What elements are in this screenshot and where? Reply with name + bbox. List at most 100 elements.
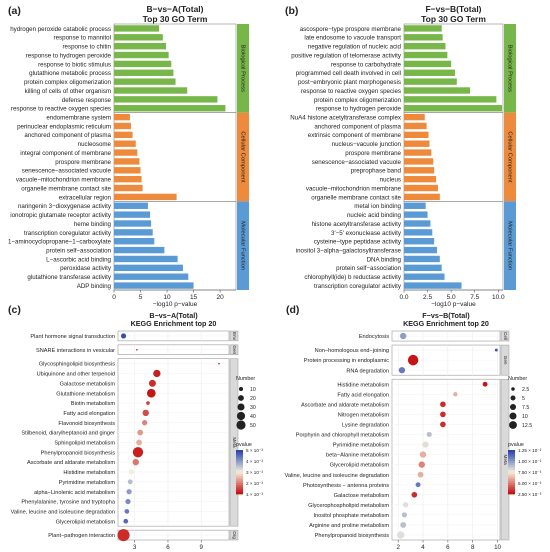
facet-label: Gen	[503, 356, 508, 365]
category-label: response to chitin	[63, 44, 112, 51]
bar	[114, 246, 165, 254]
bar	[114, 175, 142, 183]
bar	[404, 193, 440, 201]
category-label: Phenylalanine, tyrosine and tryptopha	[21, 500, 115, 506]
data-point	[400, 521, 407, 528]
facet-strip	[237, 112, 249, 202]
size-legend-label: 5	[522, 396, 525, 402]
data-point	[439, 401, 446, 408]
bar	[404, 220, 431, 227]
category-label: chlorophyll(ide) b reductase activity	[304, 274, 402, 281]
bar	[114, 34, 163, 41]
data-point	[128, 469, 134, 475]
data-point	[148, 379, 156, 387]
size-legend-dot	[237, 403, 245, 411]
size-legend-label: 7.5	[522, 405, 529, 411]
facet-label: Org	[232, 531, 237, 539]
color-scale-segment	[236, 458, 243, 462]
color-scale-segment	[508, 487, 515, 490]
bar	[404, 202, 426, 209]
color-legend-label: 3 × 10⁻³	[246, 470, 263, 475]
bar	[114, 167, 141, 174]
bar	[404, 131, 429, 139]
category-label: senescence−associated vacuole	[312, 159, 402, 166]
size-legend-title: Number	[236, 376, 255, 382]
bar	[114, 273, 189, 280]
color-scale-segment	[508, 467, 515, 471]
category-label: peroxidase activity	[60, 265, 112, 272]
color-scale-segment	[236, 480, 243, 484]
category-label: Glycosphingolipid biosynthesis	[39, 362, 115, 368]
category-label: ionotropic glutamate receptor activity	[10, 212, 112, 219]
size-legend-label: 40	[250, 414, 256, 420]
category-label: protein complex oligomerization	[24, 79, 112, 86]
bar	[114, 264, 183, 272]
color-legend-label: 1.00 × 10⁻²	[518, 459, 542, 464]
x-tick-label: 8	[471, 544, 475, 551]
size-legend-dot	[238, 395, 244, 401]
category-label: alpha−Linolenic acid metabolism	[34, 490, 115, 496]
size-legend-dot	[238, 386, 244, 392]
facet-label: Cell	[503, 332, 508, 340]
category-label: response to biotic stimulus	[38, 61, 111, 68]
facet-panel	[391, 378, 501, 541]
category-label: defense response	[62, 97, 112, 104]
category-label: extrinsic component of membrane	[308, 132, 402, 139]
data-point	[136, 439, 143, 446]
color-scale-segment	[236, 485, 243, 488]
bar	[404, 273, 445, 280]
data-point	[417, 471, 424, 478]
size-legend-dot	[236, 411, 246, 421]
facet-strip	[229, 529, 239, 541]
category-label: Galactose metabolism	[60, 381, 116, 387]
category-label: RNA degradation	[346, 368, 389, 374]
bar	[404, 238, 435, 245]
facet-label: Molecular Function	[239, 221, 245, 270]
data-point	[401, 512, 407, 518]
category-label: post−embryonic plant morphogenesis	[298, 79, 401, 86]
color-scale-segment	[508, 452, 515, 455]
x-tick-label: 3	[133, 544, 137, 551]
data-point	[146, 401, 150, 405]
bar	[114, 202, 148, 209]
category-label: Galactose metabolism	[334, 493, 390, 499]
category-label: nucleus−vacuole junction	[332, 141, 402, 148]
bar	[404, 25, 442, 32]
facet-label: Molecular Function	[506, 221, 512, 270]
facet-strip	[504, 24, 516, 113]
category-label: anchored component of plasma	[314, 123, 401, 130]
category-label: Glycerophospholipid metabolism	[308, 503, 389, 509]
color-scale-segment	[508, 458, 515, 462]
size-legend-dot	[511, 387, 515, 391]
color-scale-segment	[508, 465, 515, 468]
x-axis-label: −log10 p−value	[153, 301, 198, 308]
facet-strip	[229, 358, 239, 527]
category-label: Phenylpropanoid biosynthesis	[41, 450, 116, 456]
color-scale-segment	[508, 485, 515, 488]
bar	[114, 229, 153, 236]
category-label: vacuole−mitochondrion membrane	[306, 185, 402, 192]
category-label: response to hydrogen peroxide	[316, 106, 402, 113]
category-label: Pyrimidine metabolism	[333, 443, 390, 449]
data-point	[125, 498, 131, 505]
size-legend-dot	[509, 421, 517, 429]
size-legend-label: 20	[250, 396, 256, 402]
category-label: Endocytosis	[359, 334, 389, 340]
facet-strip	[229, 330, 239, 342]
facet-label: Gen	[232, 345, 237, 354]
data-point	[397, 531, 405, 539]
x-tick-label: 20	[216, 294, 224, 301]
category-label: Glutathione metabolism	[56, 391, 115, 397]
color-scale-segment	[508, 469, 515, 473]
facet-label: Biological Process	[506, 45, 512, 92]
size-legend-label: 30	[250, 405, 256, 411]
data-point	[127, 479, 133, 485]
category-label: programmed cell death involved in cell	[296, 70, 401, 77]
category-label: DNA binding	[367, 256, 402, 263]
bar	[114, 25, 160, 32]
size-legend-dot	[509, 412, 517, 420]
bar	[404, 140, 430, 147]
bar	[114, 78, 176, 85]
color-legend-label: 4 × 10⁻³	[246, 459, 263, 464]
color-scale-segment	[508, 491, 515, 495]
